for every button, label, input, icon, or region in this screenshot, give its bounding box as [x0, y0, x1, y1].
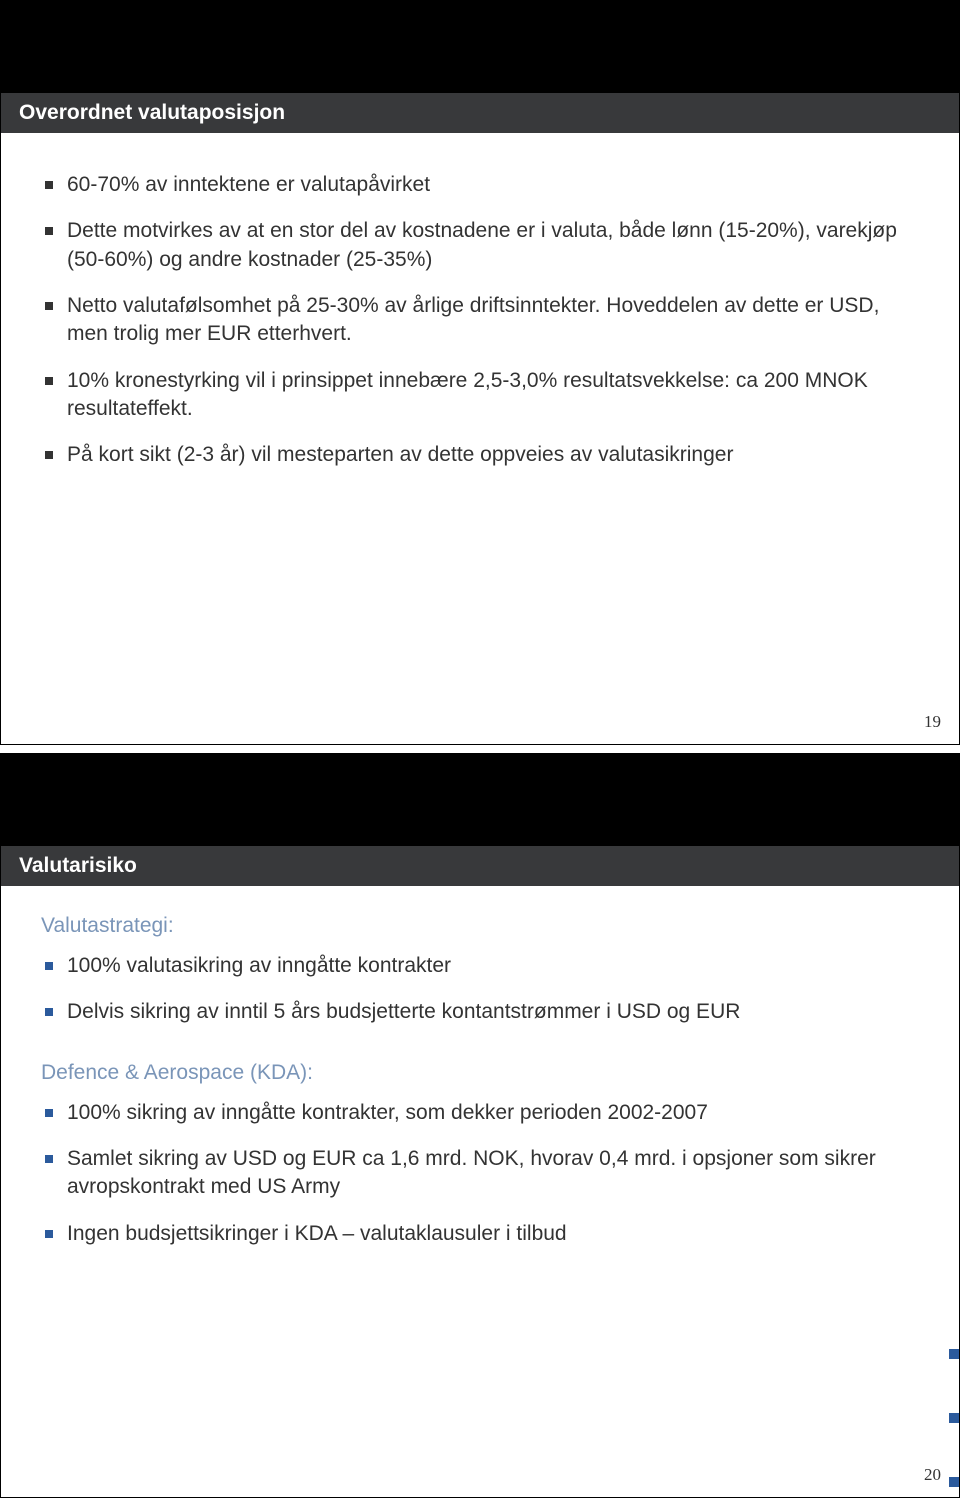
slide1-title: Overordnet valutaposisjon: [19, 101, 285, 124]
slide2-title: Valutarisiko: [19, 854, 137, 877]
slide-1: Overordnet valutaposisjon 60-70% av innt…: [0, 0, 960, 745]
slide1-header-black: [1, 1, 959, 101]
list-item: Samlet sikring av USD og EUR ca 1,6 mrd.…: [41, 1145, 919, 1202]
list-item: 100% valutasikring av inngåtte kontrakte…: [41, 952, 919, 980]
slide2-section2-list: 100% sikring av inngåtte kontrakter, som…: [41, 1099, 919, 1248]
slide2-right-markers: [945, 1349, 959, 1487]
list-item: 10% kronestyrking vil i prinsippet inneb…: [41, 367, 919, 424]
slide-2: Valutarisiko Valutastrategi: 100% valuta…: [0, 753, 960, 1498]
list-item: 60-70% av inntektene er valutapåvirket: [41, 171, 919, 199]
blue-square-icon: [949, 1413, 959, 1423]
list-item: Netto valutafølsomhet på 25-30% av årlig…: [41, 292, 919, 349]
slide2-section1-heading: Valutastrategi:: [41, 914, 919, 938]
list-item: På kort sikt (2-3 år) vil mesteparten av…: [41, 441, 919, 469]
list-item: Dette motvirkes av at en stor del av kos…: [41, 217, 919, 274]
slide2-header-black: [1, 754, 959, 854]
list-item: 100% sikring av inngåtte kontrakter, som…: [41, 1099, 919, 1127]
slide1-page-number: 19: [924, 712, 941, 732]
slide1-content: 60-70% av inntektene er valutapåvirket D…: [41, 171, 919, 488]
slide1-title-band: Overordnet valutaposisjon: [1, 93, 959, 133]
slide2-title-band: Valutarisiko: [1, 846, 959, 886]
slide2-content: Valutastrategi: 100% valutasikring av in…: [41, 914, 919, 1266]
list-item: Delvis sikring av inntil 5 års budsjette…: [41, 998, 919, 1026]
slide2-section2-heading: Defence & Aerospace (KDA):: [41, 1061, 919, 1085]
blue-square-icon: [949, 1349, 959, 1359]
slide2-page-number: 20: [924, 1465, 941, 1485]
list-item: Ingen budsjettsikringer i KDA – valutakl…: [41, 1220, 919, 1248]
slide2-section1-list: 100% valutasikring av inngåtte kontrakte…: [41, 952, 919, 1027]
blue-square-icon: [949, 1477, 959, 1487]
slide1-bullet-list: 60-70% av inntektene er valutapåvirket D…: [41, 171, 919, 470]
